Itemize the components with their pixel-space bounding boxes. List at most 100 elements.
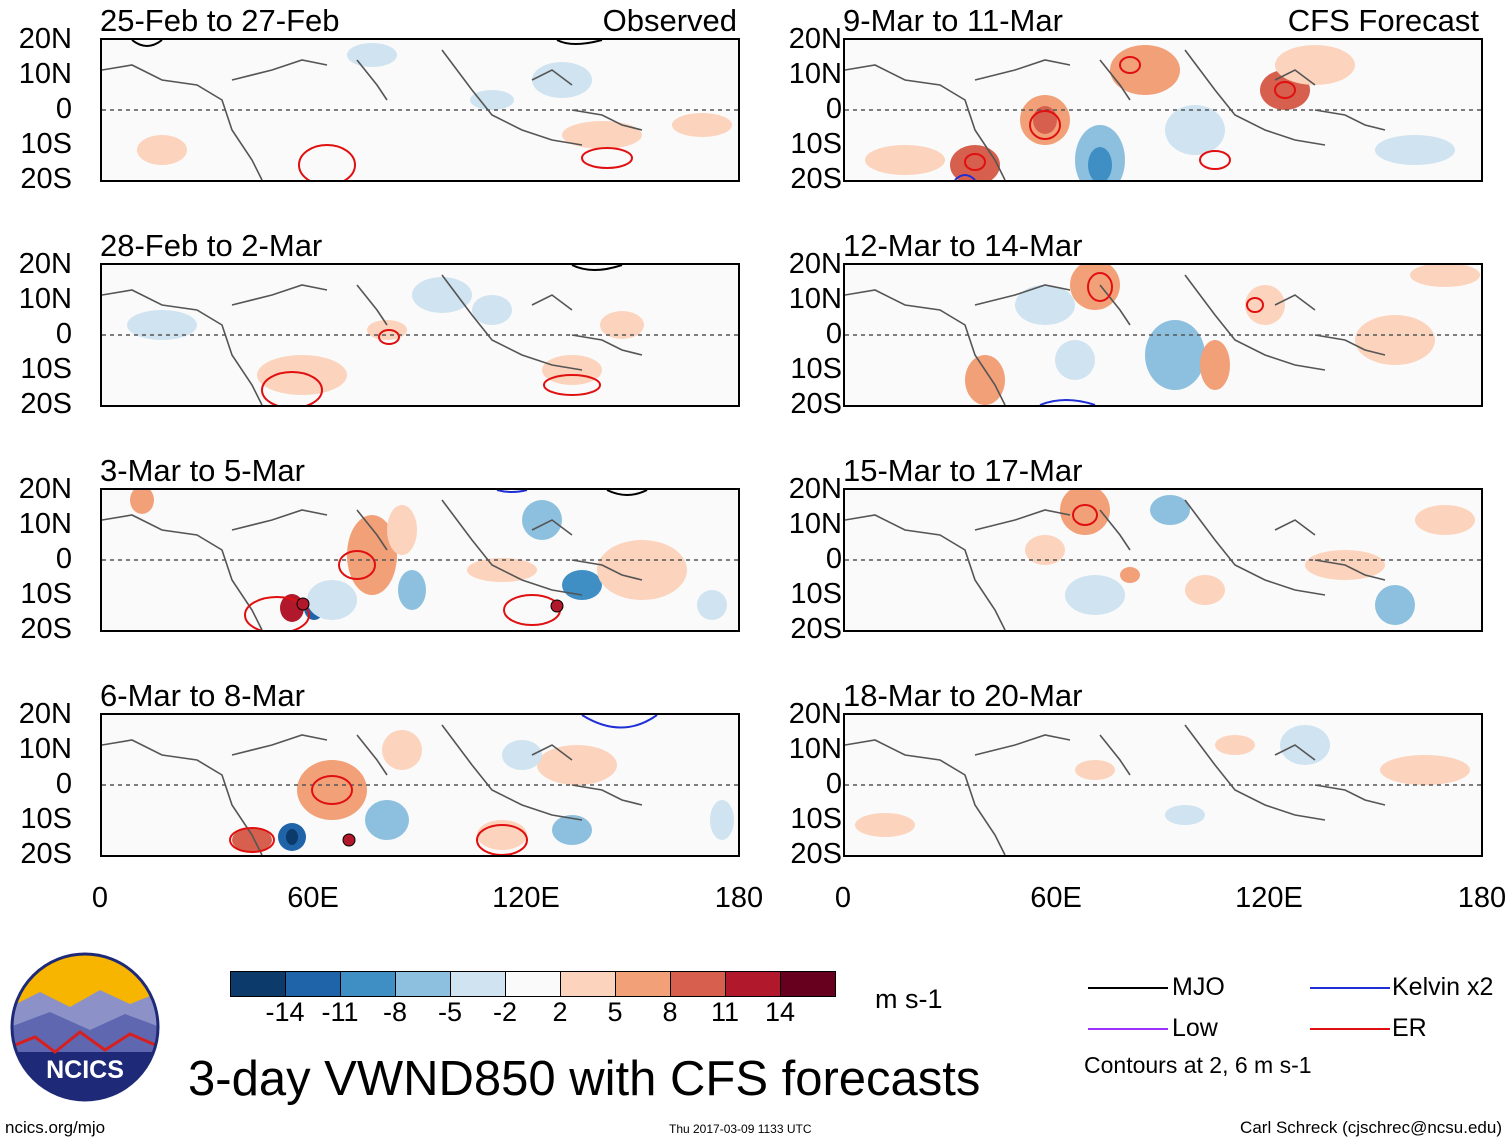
legend-line: [1088, 987, 1168, 989]
x-tick-label: 180: [1457, 882, 1507, 914]
x-tick-label: 0: [834, 882, 852, 914]
colorbar-tick-label: -5: [437, 997, 462, 1027]
map-panel: [100, 713, 740, 857]
y-tick-label: 10S: [790, 353, 842, 385]
y-tick-label: 0: [55, 768, 72, 800]
y-tick-label: 20S: [20, 613, 72, 645]
colorbar-tick-label: 14: [764, 997, 796, 1027]
map-panel: [843, 713, 1483, 857]
logo-text: NCICS: [46, 1056, 124, 1084]
y-tick-label: 10N: [788, 508, 842, 540]
panel-tag-forecast: CFS Forecast: [1287, 3, 1479, 38]
y-tick-label: 0: [825, 93, 842, 125]
storm-marker-icon: [296, 597, 564, 613]
colorbar-swatch: [395, 971, 451, 997]
colorbar-swatch: [780, 971, 836, 997]
y-tick-label: 20N: [18, 23, 72, 55]
y-tick-label: 10S: [790, 803, 842, 835]
y-tick-label: 10N: [18, 508, 72, 540]
panel-tag-observed: Observed: [602, 3, 737, 38]
contour-note: Contours at 2, 6 m s-1: [1084, 1052, 1312, 1078]
y-tick-label: 0: [825, 768, 842, 800]
y-tick-label: 20N: [788, 248, 842, 280]
panel-title: 12-Mar to 14-Mar: [843, 228, 1083, 263]
y-tick-label: 10N: [18, 58, 72, 90]
x-tick-label: 180: [714, 882, 764, 914]
coastline: [102, 49, 643, 180]
y-tick-label: 20N: [788, 23, 842, 55]
colorbar-tick-label: 2: [552, 997, 568, 1027]
x-tick-label: 60E: [287, 882, 339, 914]
ncics-logo: NCICS: [10, 952, 160, 1102]
y-tick-label: 20S: [20, 838, 72, 870]
colorbar-tick-label: 5: [607, 997, 623, 1027]
y-tick-label: 10S: [20, 128, 72, 160]
panel-title: 6-Mar to 8-Mar: [100, 678, 305, 713]
y-tick-label: 10N: [788, 58, 842, 90]
y-tick-label: 10N: [18, 283, 72, 315]
y-tick-label: 20N: [788, 698, 842, 730]
legend-line: [1310, 1028, 1390, 1030]
y-tick-label: 10S: [20, 578, 72, 610]
colorbar-tick-label: -2: [492, 997, 517, 1027]
x-tick-label: 0: [91, 882, 109, 914]
legend-label: MJO: [1172, 973, 1225, 1001]
y-tick-label: 10S: [790, 578, 842, 610]
y-tick-label: 10N: [18, 733, 72, 765]
colorbar-unit: m s-1: [875, 984, 943, 1014]
colorbar-swatch: [560, 971, 616, 997]
map-panel: [100, 488, 740, 632]
footer-timestamp: Thu 2017-03-09 1133 UTC: [669, 1122, 812, 1136]
footer-url[interactable]: ncics.org/mjo: [5, 1118, 106, 1137]
map-panel: [843, 488, 1483, 632]
y-tick-label: 0: [825, 318, 842, 350]
colorbar-swatch: [670, 971, 726, 997]
colorbar-swatch: [450, 971, 506, 997]
legend-label: ER: [1392, 1014, 1427, 1042]
y-tick-label: 20S: [20, 388, 72, 420]
colorbar-swatch: [725, 971, 781, 997]
x-tick-label: 120E: [492, 882, 560, 914]
y-tick-label: 10S: [20, 803, 72, 835]
storm-marker-icon: [342, 833, 356, 847]
anomaly-shading: [137, 43, 732, 165]
panel-title: 25-Feb to 27-Feb: [100, 3, 340, 38]
colorbar-swatch: [340, 971, 396, 997]
map-panel: [100, 38, 740, 182]
y-tick-label: 10S: [790, 128, 842, 160]
colorbar-tick-label: -11: [321, 997, 359, 1027]
panel-title: 28-Feb to 2-Mar: [100, 228, 323, 263]
colorbar-tick-label: -8: [382, 997, 407, 1027]
map-panel: [100, 263, 740, 407]
y-tick-label: 20S: [790, 613, 842, 645]
y-tick-label: 20N: [788, 473, 842, 505]
y-tick-label: 0: [55, 93, 72, 125]
y-tick-label: 20N: [18, 473, 72, 505]
footer-credit: Carl Schreck (cjschrec@ncsu.edu): [1240, 1118, 1502, 1137]
mjo-contours: [131, 40, 603, 47]
y-tick-label: 0: [55, 318, 72, 350]
panel-title: 9-Mar to 11-Mar: [843, 3, 1063, 38]
y-tick-label: 0: [55, 543, 72, 575]
y-tick-label: 0: [825, 543, 842, 575]
colorbar-swatch: [615, 971, 671, 997]
y-tick-label: 20S: [790, 163, 842, 195]
y-tick-label: 20N: [18, 248, 72, 280]
x-tick-label: 60E: [1030, 882, 1082, 914]
legend-label: Low: [1172, 1014, 1218, 1042]
y-tick-label: 20S: [20, 163, 72, 195]
colorbar-tick-label: -14: [265, 997, 305, 1027]
colorbar-swatch: [285, 971, 341, 997]
y-tick-label: 20S: [790, 388, 842, 420]
legend-label: Kelvin x2: [1392, 973, 1494, 1001]
map-panel: [843, 263, 1483, 407]
main-title: 3-day VWND850 with CFS forecasts: [188, 1052, 981, 1106]
y-tick-label: 20N: [18, 698, 72, 730]
y-tick-label: 10S: [20, 353, 72, 385]
colorbar-labels: -14 -11 -8 -5 -2 2 5 8 11 14: [230, 999, 835, 1029]
legend-line: [1310, 987, 1390, 989]
x-tick-label: 120E: [1235, 882, 1303, 914]
colorbar: [230, 971, 836, 997]
y-tick-label: 10N: [788, 733, 842, 765]
colorbar-swatch: [505, 971, 561, 997]
